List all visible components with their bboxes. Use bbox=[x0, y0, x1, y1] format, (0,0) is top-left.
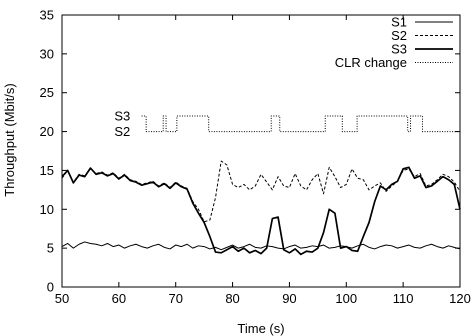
legend-label: CLR change bbox=[335, 55, 407, 70]
y-tick-label: 20 bbox=[40, 124, 54, 139]
y-tick-label: 10 bbox=[40, 202, 54, 217]
legend-label: S1 bbox=[391, 15, 407, 30]
x-tick-label: 90 bbox=[282, 291, 296, 306]
series-line-s1 bbox=[61, 241, 461, 251]
legend-label: S2 bbox=[391, 28, 407, 43]
x-axis-label: Time (s) bbox=[237, 321, 284, 336]
y-tick-label: 25 bbox=[40, 85, 54, 100]
x-tick-label: 120 bbox=[449, 291, 471, 306]
series-line-clr-change bbox=[141, 115, 460, 133]
annotation-label: S2 bbox=[114, 124, 130, 139]
series-line-s2 bbox=[61, 160, 461, 223]
x-tick-label: 70 bbox=[168, 291, 182, 306]
y-tick-label: 5 bbox=[47, 241, 54, 256]
annotation-label: S3 bbox=[114, 109, 130, 124]
y-tick-label: 35 bbox=[40, 8, 54, 23]
series-line-s3 bbox=[61, 166, 461, 256]
x-tick-label: 110 bbox=[393, 291, 414, 306]
y-tick-label: 0 bbox=[47, 280, 54, 295]
x-tick-label: 100 bbox=[335, 291, 357, 306]
axes-layer: 50 60 70 80 90 100 110 120 0 5 10 15 20 25 30 35 bbox=[40, 8, 471, 307]
x-tick-label: 50 bbox=[55, 291, 69, 306]
legend-label: S3 bbox=[391, 42, 407, 57]
x-tick-label: 80 bbox=[225, 291, 239, 306]
y-tick-label: 15 bbox=[40, 163, 54, 178]
series-layer bbox=[61, 115, 461, 256]
y-axis-label: Throughput (Mbit/s) bbox=[2, 83, 17, 196]
x-tick-label: 60 bbox=[112, 291, 126, 306]
plot-frame bbox=[61, 14, 461, 288]
y-tick-label: 30 bbox=[40, 46, 54, 61]
